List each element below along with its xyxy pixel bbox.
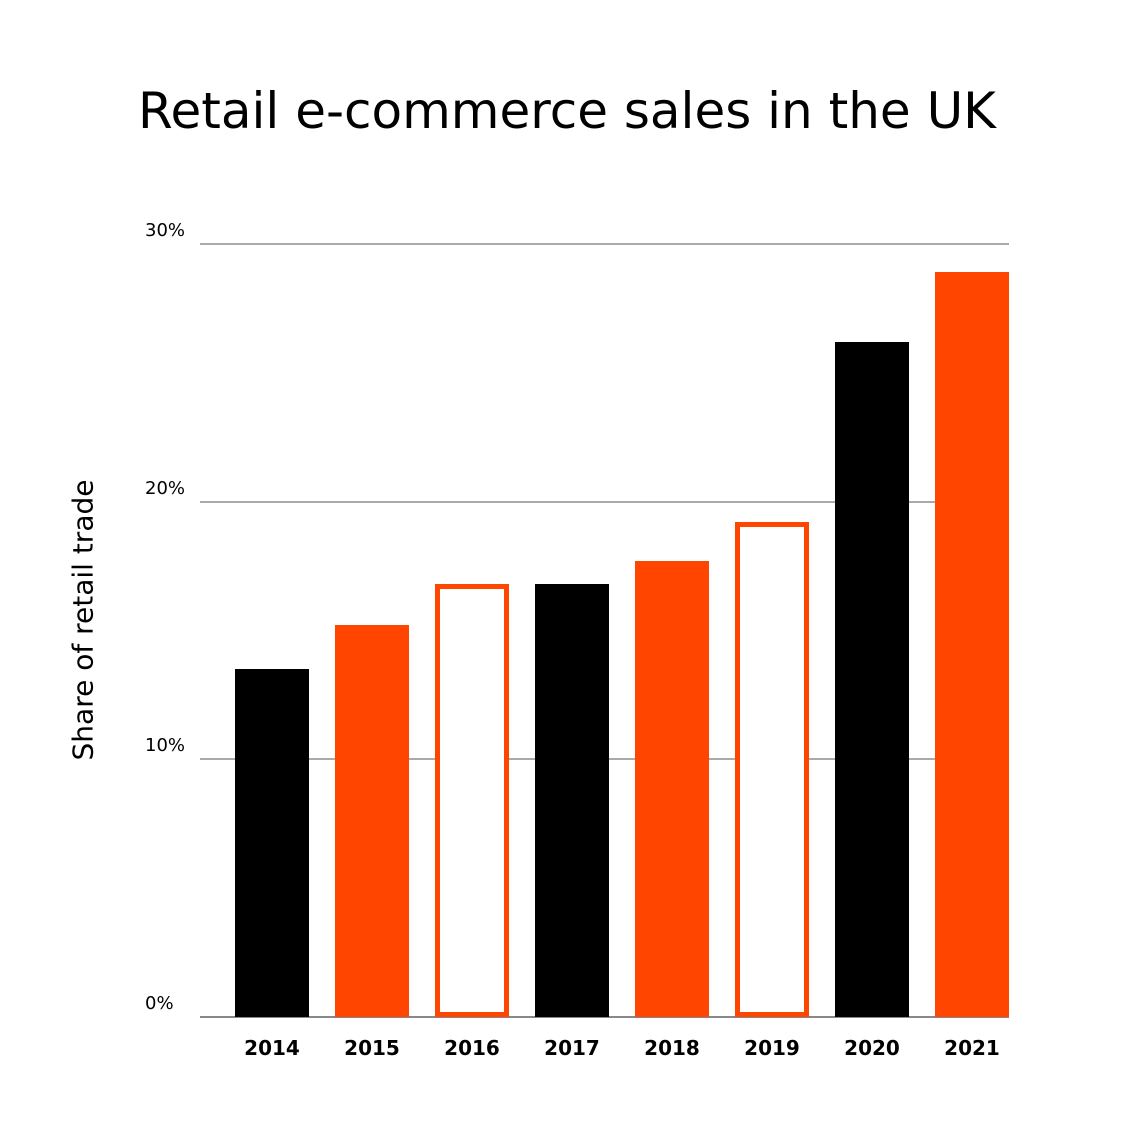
y-tick-label: 10%	[145, 735, 186, 757]
y-axis-label: Share of retail trade	[66, 479, 100, 761]
y-tick-label: 20%	[145, 477, 186, 499]
y-tick-label: 30%	[145, 220, 186, 241]
x-tick-label: 2017	[544, 1036, 600, 1060]
x-tick-label: 2016	[444, 1036, 500, 1060]
bar-2018	[635, 560, 709, 1017]
x-tick-label: 2014	[244, 1036, 300, 1060]
bar-2014	[235, 669, 309, 1017]
x-tick-label: 2019	[744, 1036, 800, 1060]
y-tick-label: 0%	[145, 993, 174, 1014]
gridline	[200, 500, 1009, 503]
gridline	[200, 243, 1009, 245]
x-tick-label: 2015	[344, 1036, 400, 1060]
x-tick-label: 2020	[844, 1036, 900, 1060]
bar-2020	[835, 341, 909, 1017]
bar-2015	[335, 625, 409, 1017]
x-tick-label: 2021	[944, 1036, 1000, 1060]
x-axis-line	[200, 1016, 1009, 1018]
chart-title: Retail e-commerce sales in the UK	[138, 82, 996, 140]
bar-2019	[735, 522, 809, 1017]
bar-2016	[435, 584, 509, 1017]
x-tick-label: 2018	[644, 1036, 700, 1060]
bar-2017	[535, 584, 609, 1017]
bar-2021	[935, 272, 1009, 1017]
